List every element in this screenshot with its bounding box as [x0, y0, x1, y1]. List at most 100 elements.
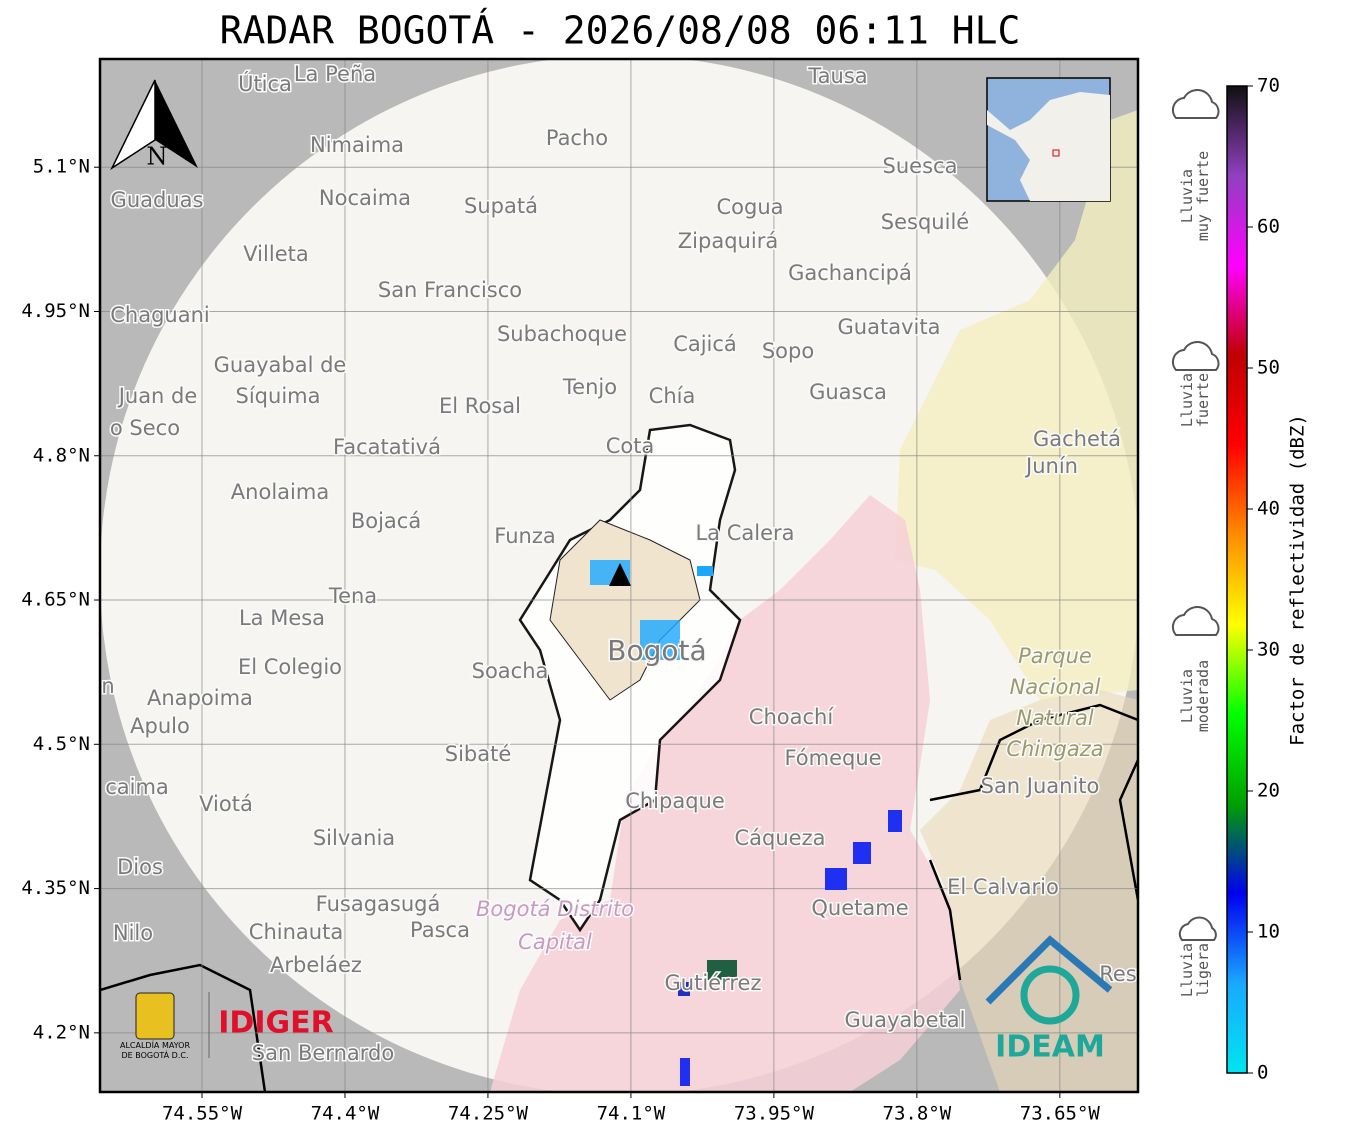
place-label: Guaduas	[111, 188, 204, 212]
intensity-label: fuerte	[1194, 373, 1212, 427]
ideam-swirl	[1020, 965, 1080, 1025]
place-label: La Peña	[294, 62, 376, 86]
colorbar-tick-label: 30	[1257, 639, 1280, 661]
place-label: Quetame	[811, 896, 908, 920]
colorbar-tick-label: 50	[1257, 357, 1280, 379]
place-label: Dios	[117, 855, 163, 879]
colorbar-tick-label: 0	[1257, 1062, 1268, 1084]
region-pink	[490, 495, 960, 1092]
ideam-logo: IDEAM	[995, 1030, 1105, 1065]
place-label: Soacha	[472, 659, 549, 683]
place-label: Pacho	[546, 126, 608, 150]
place-label: Juan de	[117, 384, 198, 408]
place-label: Apulo	[130, 714, 190, 738]
north-arrow	[155, 80, 198, 168]
lon-tick-label: 73.65°W	[1020, 1103, 1101, 1125]
colorbar-tick-label: 20	[1257, 780, 1280, 802]
park-label: Nacional	[1010, 675, 1101, 699]
ideam-roof	[985, 935, 1113, 1005]
place-label: Nilo	[113, 921, 153, 945]
lon-tick-label: 74.55°W	[162, 1103, 243, 1125]
place-label: Choachí	[749, 705, 835, 729]
place-label: Sibaté	[445, 742, 512, 766]
lat-tick-label: 4.5°N	[33, 733, 90, 755]
boundaries	[100, 703, 1138, 1092]
district-label: Capital	[518, 930, 592, 954]
colorbar	[1226, 85, 1248, 1074]
colorbar-tick-label: 70	[1257, 75, 1280, 97]
intensity-label: Lluvia	[1178, 169, 1196, 223]
place-label: n	[101, 674, 114, 698]
icon-light-rain	[1178, 916, 1217, 941]
intensity-label: Lluvia	[1178, 373, 1196, 427]
lat-tick-label: 4.35°N	[21, 877, 90, 899]
place-label: Síquima	[236, 384, 321, 408]
place-label: Tenjo	[562, 375, 617, 399]
place-label: Facatativá	[333, 435, 441, 459]
place-label: Cajicá	[673, 332, 737, 356]
place-label: Guayabal de	[214, 353, 347, 377]
place-label: Zipaquirá	[678, 229, 778, 253]
lat-tick-label: 4.95°N	[21, 300, 90, 322]
place-label: Anapoima	[147, 686, 253, 710]
place-label: Villeta	[243, 242, 308, 266]
place-label: Sesquilé	[881, 210, 969, 234]
lon-tick-label: 74.25°W	[448, 1103, 529, 1125]
place-label: Gachetá	[1033, 427, 1121, 451]
colorbar-tick-label: 10	[1257, 921, 1280, 943]
icon-moderate-rain	[1171, 605, 1220, 636]
place-label: Chía	[649, 384, 696, 408]
echo	[640, 620, 680, 660]
place-label: Anolaima	[231, 480, 329, 504]
lat-tick-label: 4.65°N	[21, 589, 90, 611]
place-label: Funza	[494, 524, 555, 548]
intensity-label: ligera	[1194, 943, 1212, 997]
lon-tick-label: 73.95°W	[734, 1103, 815, 1125]
north-label: N	[147, 143, 168, 171]
inset-land	[987, 92, 1110, 201]
radar-echoes	[590, 560, 902, 1086]
place-label: Silvania	[313, 826, 395, 850]
idiger-logo: IDIGER	[218, 1006, 333, 1041]
lat-tick-label: 4.2°N	[33, 1021, 90, 1043]
radar-site	[609, 563, 631, 586]
place-label: Fusagasugá	[316, 892, 441, 916]
place-label: Guatavita	[838, 315, 941, 339]
inset-marker	[1052, 149, 1060, 157]
region-yellow	[895, 110, 1138, 700]
intensity-label: Lluvia	[1178, 669, 1196, 723]
lat-tick-label: 4.8°N	[33, 444, 90, 466]
place-label: Chinauta	[249, 920, 343, 944]
intensity-label: Lluvia	[1178, 943, 1196, 997]
place-label: El Rosal	[439, 394, 521, 418]
echo	[707, 960, 737, 980]
echo	[697, 566, 713, 576]
place-label: Gachancipá	[788, 261, 912, 285]
place-label: Viotá	[199, 792, 253, 816]
map-frame	[98, 57, 1140, 1094]
place-label: Sopo	[762, 339, 814, 363]
place-label: Guasca	[809, 380, 887, 404]
alcaldia-shield	[135, 992, 175, 1040]
place-label: Tausa	[807, 64, 867, 88]
place-label: Tena	[328, 584, 377, 608]
colorbar-tick-label: 40	[1257, 498, 1280, 520]
place-label: Pasca	[410, 918, 470, 942]
place-label: Cota	[606, 434, 655, 458]
place-label: Supatá	[464, 194, 538, 218]
place-label: Útica	[238, 71, 292, 96]
place-label: Subachoque	[497, 322, 627, 346]
place-label: Gutiérrez	[665, 971, 762, 995]
place-label: Arbeláez	[270, 953, 362, 977]
district-label: Bogotá Distrito	[476, 897, 634, 921]
icon-heavy-rain	[1171, 340, 1220, 371]
place-label: Chipaque	[625, 789, 725, 813]
place-label: Nimaima	[310, 133, 404, 157]
place-label: San Juanito	[981, 774, 1100, 798]
place-label: Suesca	[883, 154, 958, 178]
place-label: San Bernardo	[252, 1041, 394, 1065]
map: Útica La Peña Tausa Pacho Nimaima Guaduas Noca…	[100, 59, 1138, 1092]
city-label: Bogotá	[607, 634, 706, 667]
park-label: Natural	[1016, 706, 1094, 730]
echo	[853, 842, 871, 864]
